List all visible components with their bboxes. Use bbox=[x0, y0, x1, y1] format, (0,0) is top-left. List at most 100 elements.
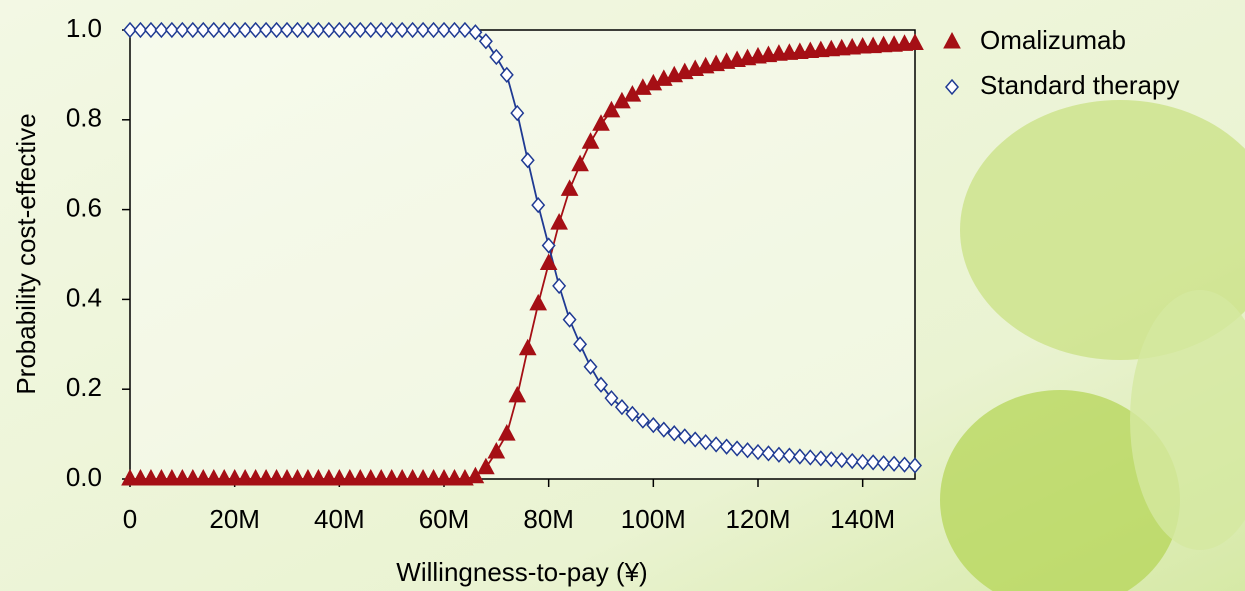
x-tick-label: 120M bbox=[725, 504, 790, 534]
data-point bbox=[887, 455, 902, 472]
data-point bbox=[416, 21, 431, 39]
data-point bbox=[906, 33, 924, 50]
data-point bbox=[196, 21, 211, 39]
data-point bbox=[614, 399, 629, 416]
data-point bbox=[751, 443, 765, 461]
data-point bbox=[133, 21, 148, 39]
data-point bbox=[342, 21, 357, 39]
data-point bbox=[489, 48, 504, 66]
y-axis-label: Probability cost-effective bbox=[11, 113, 41, 394]
data-point bbox=[531, 196, 546, 214]
data-point bbox=[592, 114, 610, 131]
data-point bbox=[688, 431, 703, 448]
data-point bbox=[719, 438, 734, 455]
data-point bbox=[290, 21, 305, 39]
data-point bbox=[761, 445, 776, 462]
data-point bbox=[353, 21, 368, 39]
data-point bbox=[497, 424, 516, 441]
data-point bbox=[635, 412, 650, 429]
data-point bbox=[280, 21, 294, 39]
data-point bbox=[466, 466, 485, 484]
data-point bbox=[238, 21, 253, 39]
data-point bbox=[468, 24, 483, 41]
data-point bbox=[782, 447, 797, 464]
data-point bbox=[656, 421, 671, 438]
data-point bbox=[709, 436, 724, 453]
legend-marker bbox=[945, 78, 959, 96]
data-point bbox=[539, 253, 558, 270]
leaf bbox=[940, 390, 1180, 591]
data-point bbox=[321, 21, 336, 39]
data-point bbox=[876, 455, 891, 472]
x-tick-label: 60M bbox=[419, 504, 470, 534]
data-point bbox=[259, 21, 274, 39]
data-point bbox=[908, 457, 922, 474]
data-point bbox=[154, 21, 169, 39]
x-tick-label: 140M bbox=[830, 504, 895, 534]
data-point bbox=[552, 277, 567, 295]
data-point bbox=[667, 425, 682, 442]
y-tick-label: 0.6 bbox=[66, 192, 102, 222]
data-point bbox=[824, 451, 839, 468]
data-point bbox=[604, 390, 619, 407]
data-point bbox=[487, 441, 506, 459]
data-point bbox=[499, 66, 514, 84]
data-point bbox=[698, 434, 713, 451]
data-point bbox=[206, 21, 221, 39]
data-point bbox=[581, 132, 600, 149]
y-tick-label: 0.8 bbox=[66, 103, 102, 133]
data-point bbox=[792, 448, 807, 465]
y-tick-label: 1.0 bbox=[66, 13, 102, 43]
data-point bbox=[677, 428, 692, 445]
data-point bbox=[803, 449, 818, 466]
data-point bbox=[143, 21, 158, 39]
data-point bbox=[311, 21, 326, 39]
x-tick-label: 0 bbox=[123, 504, 137, 534]
data-point bbox=[363, 21, 378, 39]
legend-label: Standard therapy bbox=[980, 70, 1179, 100]
x-tick-label: 40M bbox=[314, 504, 365, 534]
x-tick-label: 20M bbox=[209, 504, 260, 534]
data-point bbox=[562, 311, 577, 328]
data-point bbox=[897, 456, 912, 473]
y-tick-label: 0.2 bbox=[66, 372, 102, 402]
data-point bbox=[550, 213, 568, 230]
data-point bbox=[730, 440, 745, 457]
data-point bbox=[855, 453, 870, 471]
x-tick-label: 100M bbox=[621, 504, 686, 534]
data-point bbox=[300, 21, 315, 39]
data-point bbox=[508, 385, 527, 403]
data-point bbox=[175, 21, 190, 39]
data-point bbox=[571, 154, 589, 172]
data-point bbox=[248, 21, 263, 39]
data-point bbox=[395, 21, 410, 39]
leaf bbox=[1130, 290, 1245, 550]
data-point bbox=[426, 21, 441, 39]
data-point bbox=[602, 100, 621, 118]
data-point bbox=[510, 104, 525, 122]
data-point bbox=[374, 21, 389, 39]
data-point bbox=[405, 21, 420, 39]
data-point bbox=[541, 237, 556, 254]
plot-area bbox=[129, 29, 916, 480]
data-point bbox=[834, 451, 849, 469]
data-point bbox=[217, 21, 232, 39]
x-axis-label: Willingness-to-pay (¥) bbox=[396, 557, 647, 587]
data-point bbox=[529, 293, 548, 311]
data-point bbox=[560, 179, 579, 196]
data-point bbox=[164, 21, 179, 39]
leaf bbox=[960, 100, 1245, 360]
data-point bbox=[332, 21, 347, 39]
data-point bbox=[625, 405, 640, 423]
data-point bbox=[771, 446, 786, 463]
y-tick-label: 0.0 bbox=[66, 462, 102, 492]
data-point bbox=[457, 21, 472, 39]
legend-marker bbox=[943, 31, 961, 49]
data-point bbox=[384, 21, 399, 39]
data-point bbox=[185, 21, 200, 39]
data-point bbox=[227, 21, 242, 39]
data-point bbox=[845, 452, 860, 470]
data-point bbox=[518, 338, 537, 356]
data-point bbox=[447, 21, 462, 39]
